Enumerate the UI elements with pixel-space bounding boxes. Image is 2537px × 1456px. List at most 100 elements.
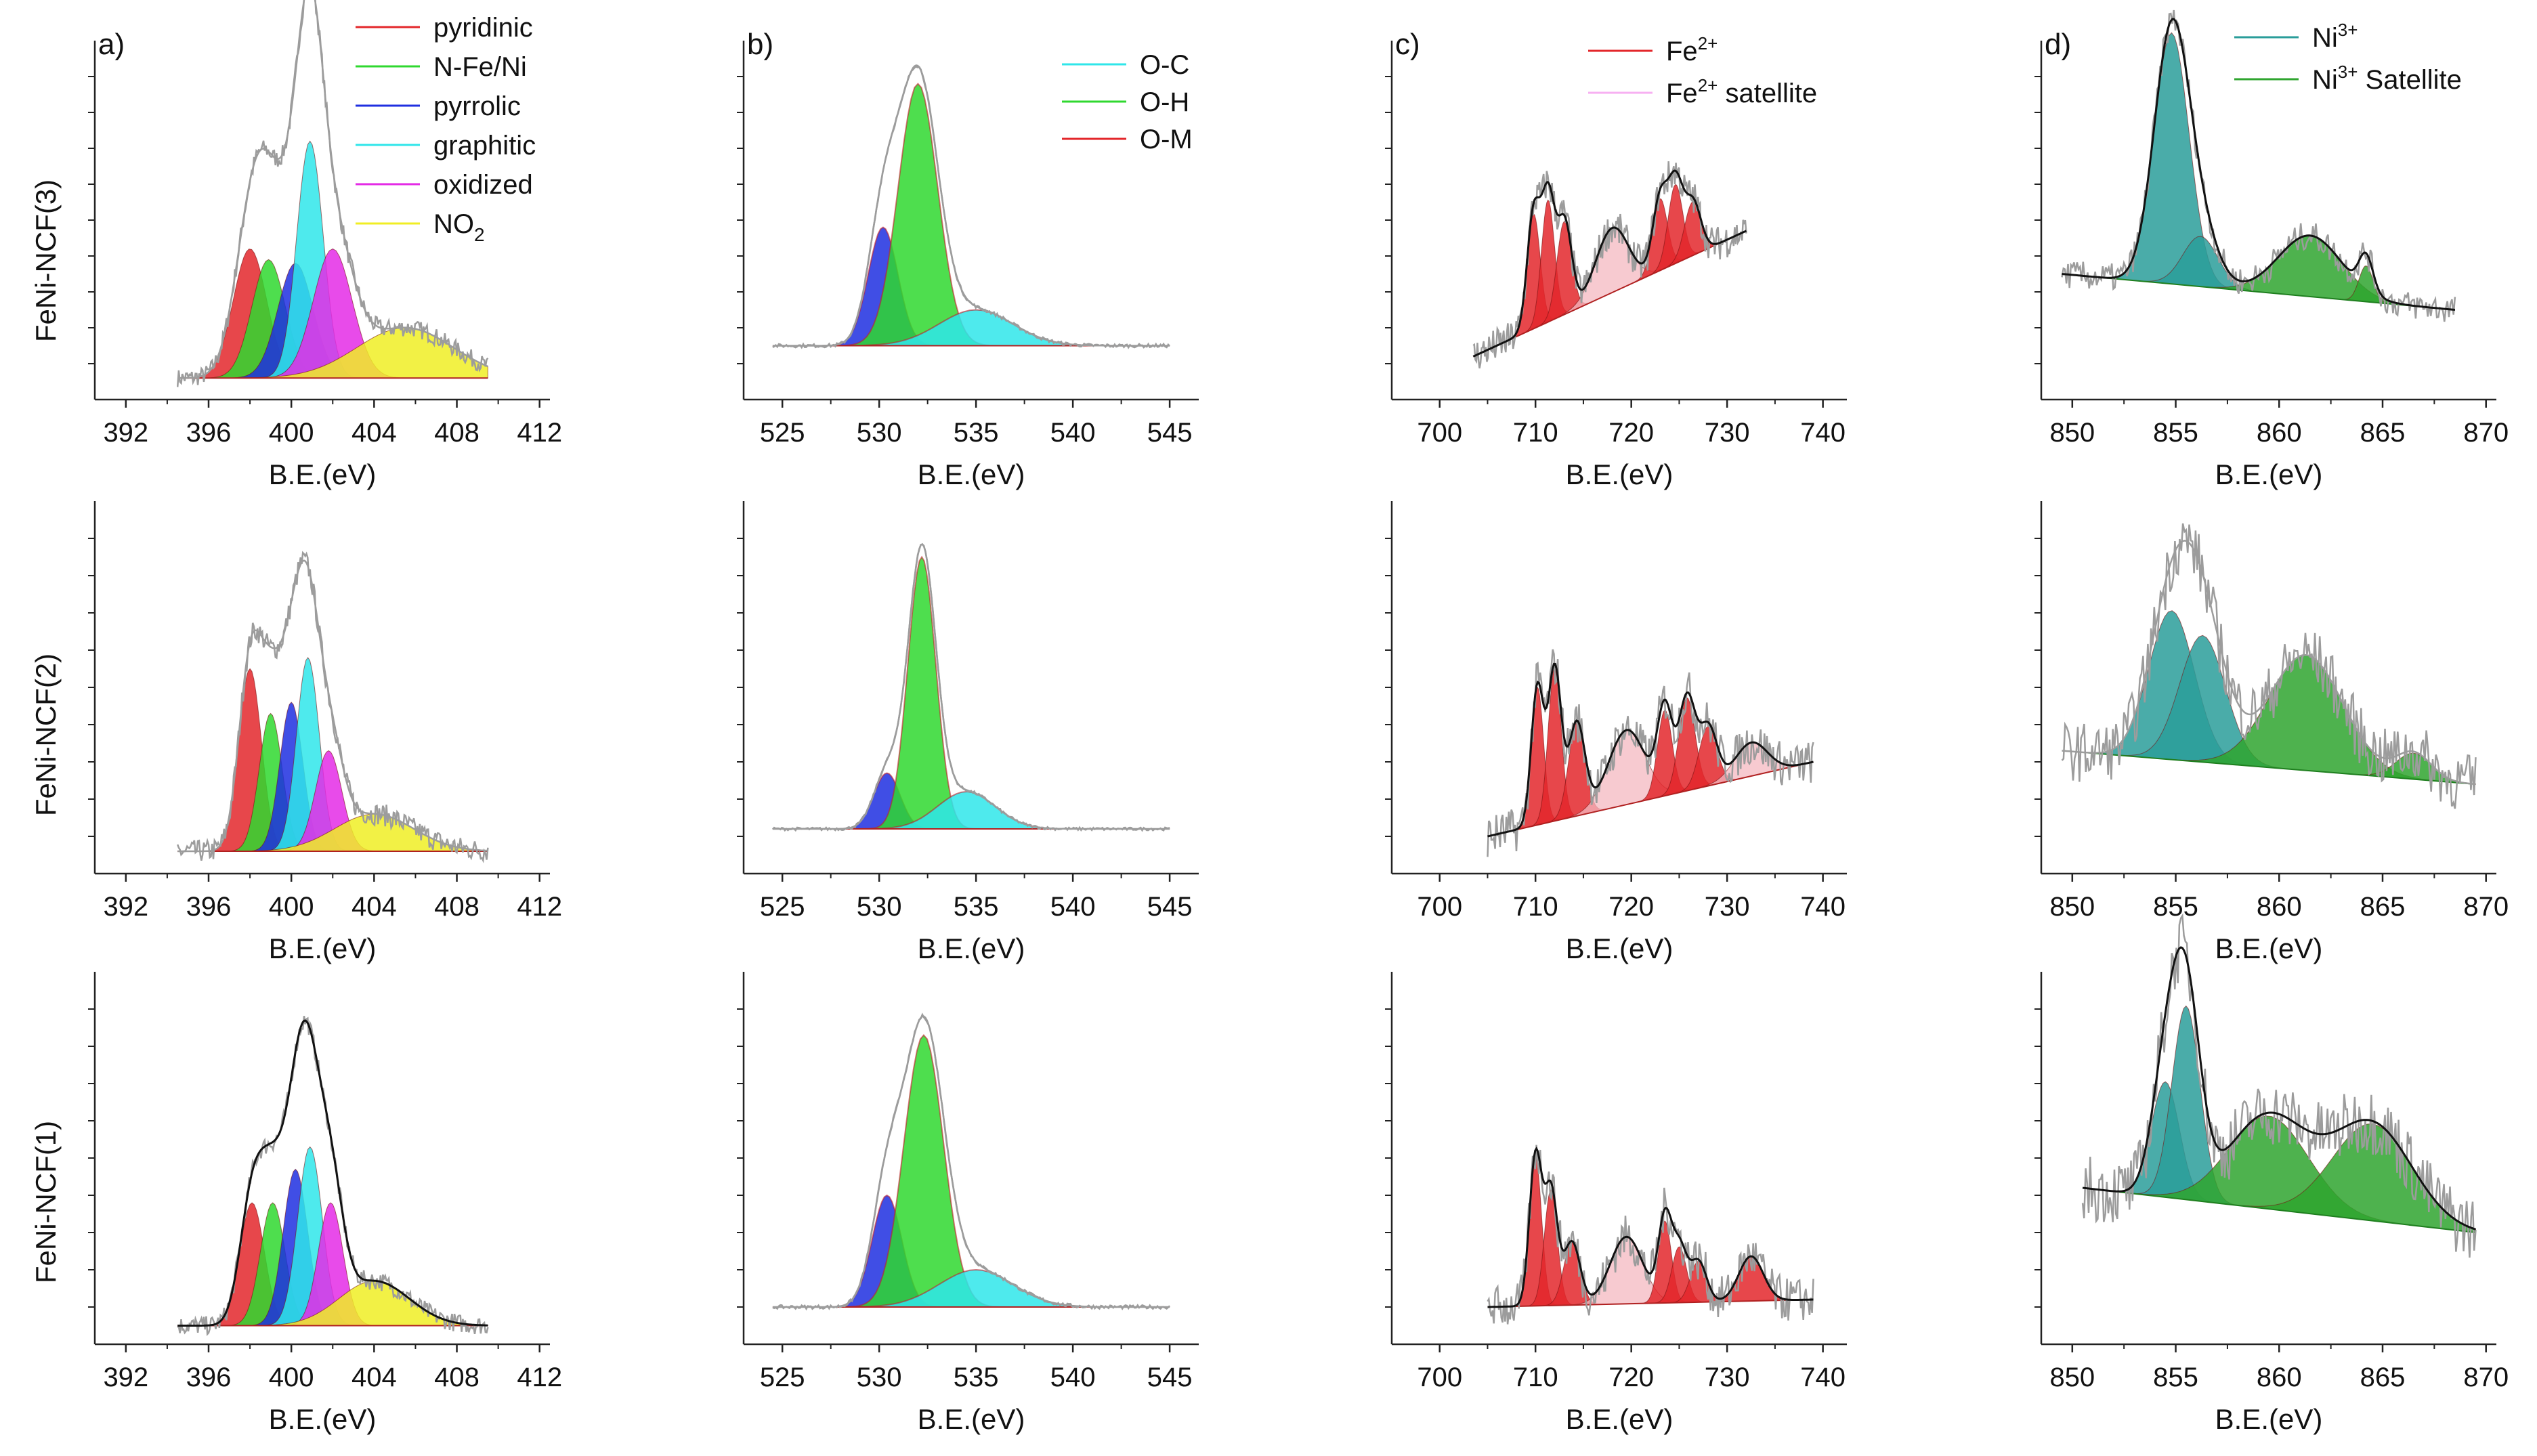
x-tick-label: 740: [1800, 1363, 1846, 1392]
x-tick-label: 710: [1513, 418, 1558, 448]
x-tick-label: 855: [2153, 1363, 2198, 1392]
panel-b-row-3: 525 530 535 540 545 B.E.(eV): [737, 972, 1199, 1435]
x-tick-label: 535: [954, 892, 999, 922]
row-label-feni-ncf3: FeNi-NCF(3): [30, 179, 62, 342]
x-tick-label: 530: [857, 892, 902, 922]
panel-d-row-2: 850 855 860 865 870 B.E.(eV): [2034, 501, 2509, 964]
x-axis-title: B.E.(eV): [269, 1403, 377, 1435]
fit-envelope-line: [1472, 169, 1747, 358]
x-tick-label: 710: [1513, 1363, 1558, 1392]
panel-d-row-3: 850 855 860 865 870 B.E.(eV): [2034, 913, 2509, 1435]
fit-envelope-line: [1487, 662, 1814, 838]
x-tick-label: 535: [954, 1363, 999, 1392]
x-tick-label: 525: [760, 418, 805, 448]
x-tick-label: 392: [103, 892, 148, 922]
x-tick-label: 730: [1705, 418, 1750, 448]
x-tick-label: 396: [186, 418, 232, 448]
x-tick-label: 850: [2049, 892, 2095, 922]
x-tick-label: 545: [1147, 892, 1193, 922]
x-tick-label: 530: [857, 1363, 902, 1392]
x-tick-label: 400: [269, 418, 314, 448]
x-tick-label: 865: [2360, 892, 2406, 922]
legend-a: pyridinic N-Fe/Ni pyrrolic graphitic oxidize…: [356, 13, 536, 245]
x-tick-label: 404: [351, 418, 397, 448]
row-label-feni-ncf2: FeNi-NCF(2): [30, 654, 62, 816]
x-tick-label: 730: [1705, 1363, 1750, 1392]
x-tick-label: 412: [517, 1363, 562, 1392]
x-tick-label: 860: [2257, 1363, 2302, 1392]
x-tick-label: 545: [1147, 418, 1193, 448]
legend-label-fe2plus-satellite: Fe2+ satellite: [1666, 75, 1817, 108]
x-tick-label: 855: [2153, 418, 2198, 448]
baseline-line: [1487, 1299, 1814, 1308]
panel-letter-c: c): [1395, 28, 1420, 61]
x-tick-label: 530: [857, 418, 902, 448]
legend-label-n-fe-ni: N-Fe/Ni: [433, 52, 527, 82]
x-tick-label: 404: [351, 892, 397, 922]
legend-label-pyridinic: pyridinic: [433, 13, 533, 43]
panel-a-row-1: 392 396 400 404 408 412 B.E.(eV) a) pyridinic N-F…: [88, 0, 562, 490]
raw-spectrum-line: [1487, 649, 1814, 857]
x-tick-label: 700: [1417, 1363, 1462, 1392]
x-axis-title: B.E.(eV): [2215, 1403, 2323, 1435]
panel-c-row-1: 700 710 720 730 740 B.E.(eV) c) Fe2+Fe2+ satell…: [1385, 28, 1847, 490]
x-tick-label: 525: [760, 1363, 805, 1392]
x-tick-label: 855: [2153, 892, 2198, 922]
panel-b-row-1: 525 530 535 540 545 B.E.(eV) b) O-C O-H O-M: [737, 28, 1199, 490]
x-tick-label: 412: [517, 418, 562, 448]
panels: 392 396 400 404 408 412 B.E.(eV) a) pyridinic N-F…: [88, 0, 2509, 1435]
x-tick-label: 408: [434, 892, 479, 922]
raw-spectrum-line: [1487, 1144, 1814, 1325]
x-tick-label: 400: [269, 1363, 314, 1392]
x-tick-label: 525: [760, 892, 805, 922]
baseline-line: [1487, 761, 1814, 837]
envelope-line: [772, 542, 1170, 830]
baseline-line: [1472, 230, 1747, 358]
x-tick-label: 400: [269, 892, 314, 922]
baseline-line: [2082, 1187, 2476, 1233]
envelope-line: [2062, 540, 2476, 786]
x-tick-label: 412: [517, 892, 562, 922]
legend-label-o-c: O-C: [1140, 50, 1189, 80]
fit-envelope-line: [177, 1019, 488, 1327]
x-tick-label: 850: [2049, 418, 2095, 448]
x-tick-label: 392: [103, 418, 148, 448]
baseline-line: [2062, 750, 2476, 785]
row-labels: FeNi-NCF(3) FeNi-NCF(2) FeNi-NCF(1): [30, 179, 62, 1283]
x-tick-label: 540: [1050, 892, 1096, 922]
x-tick-label: 408: [434, 1363, 479, 1392]
x-axis-title: B.E.(eV): [1566, 1403, 1673, 1435]
envelope-line: [177, 0, 488, 379]
x-tick-label: 720: [1608, 1363, 1654, 1392]
raw-spectrum-line: [1472, 161, 1747, 369]
panel-letter-a: a): [98, 28, 125, 61]
raw-spectrum-line: [2061, 9, 2456, 322]
legend-label-ni3plus-satellite: Ni3+ Satellite: [2312, 62, 2462, 95]
panel-letter-d: d): [2045, 28, 2071, 61]
x-tick-label: 396: [186, 1363, 232, 1392]
x-axis-title: B.E.(eV): [2215, 458, 2323, 490]
x-tick-label: 720: [1608, 418, 1654, 448]
x-axis-title: B.E.(eV): [1566, 933, 1673, 964]
envelope-line: [177, 559, 488, 853]
x-tick-label: 540: [1050, 1363, 1096, 1392]
legend-label-o-m: O-M: [1140, 125, 1193, 154]
x-tick-label: 392: [103, 1363, 148, 1392]
legend-label-graphitic: graphitic: [433, 131, 536, 160]
x-tick-label: 535: [954, 418, 999, 448]
panel-a-row-2: 392 396 400 404 408 412 B.E.(eV): [88, 501, 562, 964]
x-tick-label: 860: [2257, 418, 2302, 448]
panel-b-row-2: 525 530 535 540 545 B.E.(eV): [737, 501, 1199, 964]
x-axis-title: B.E.(eV): [918, 933, 1025, 964]
x-tick-label: 404: [351, 1363, 397, 1392]
x-tick-label: 700: [1417, 892, 1462, 922]
x-tick-label: 396: [186, 892, 232, 922]
x-tick-label: 740: [1800, 418, 1846, 448]
x-tick-label: 870: [2463, 1363, 2509, 1392]
baseline-line: [2062, 273, 2456, 311]
legend-b: O-C O-H O-M: [1062, 50, 1193, 154]
x-tick-label: 540: [1050, 418, 1096, 448]
x-tick-label: 730: [1705, 892, 1750, 922]
